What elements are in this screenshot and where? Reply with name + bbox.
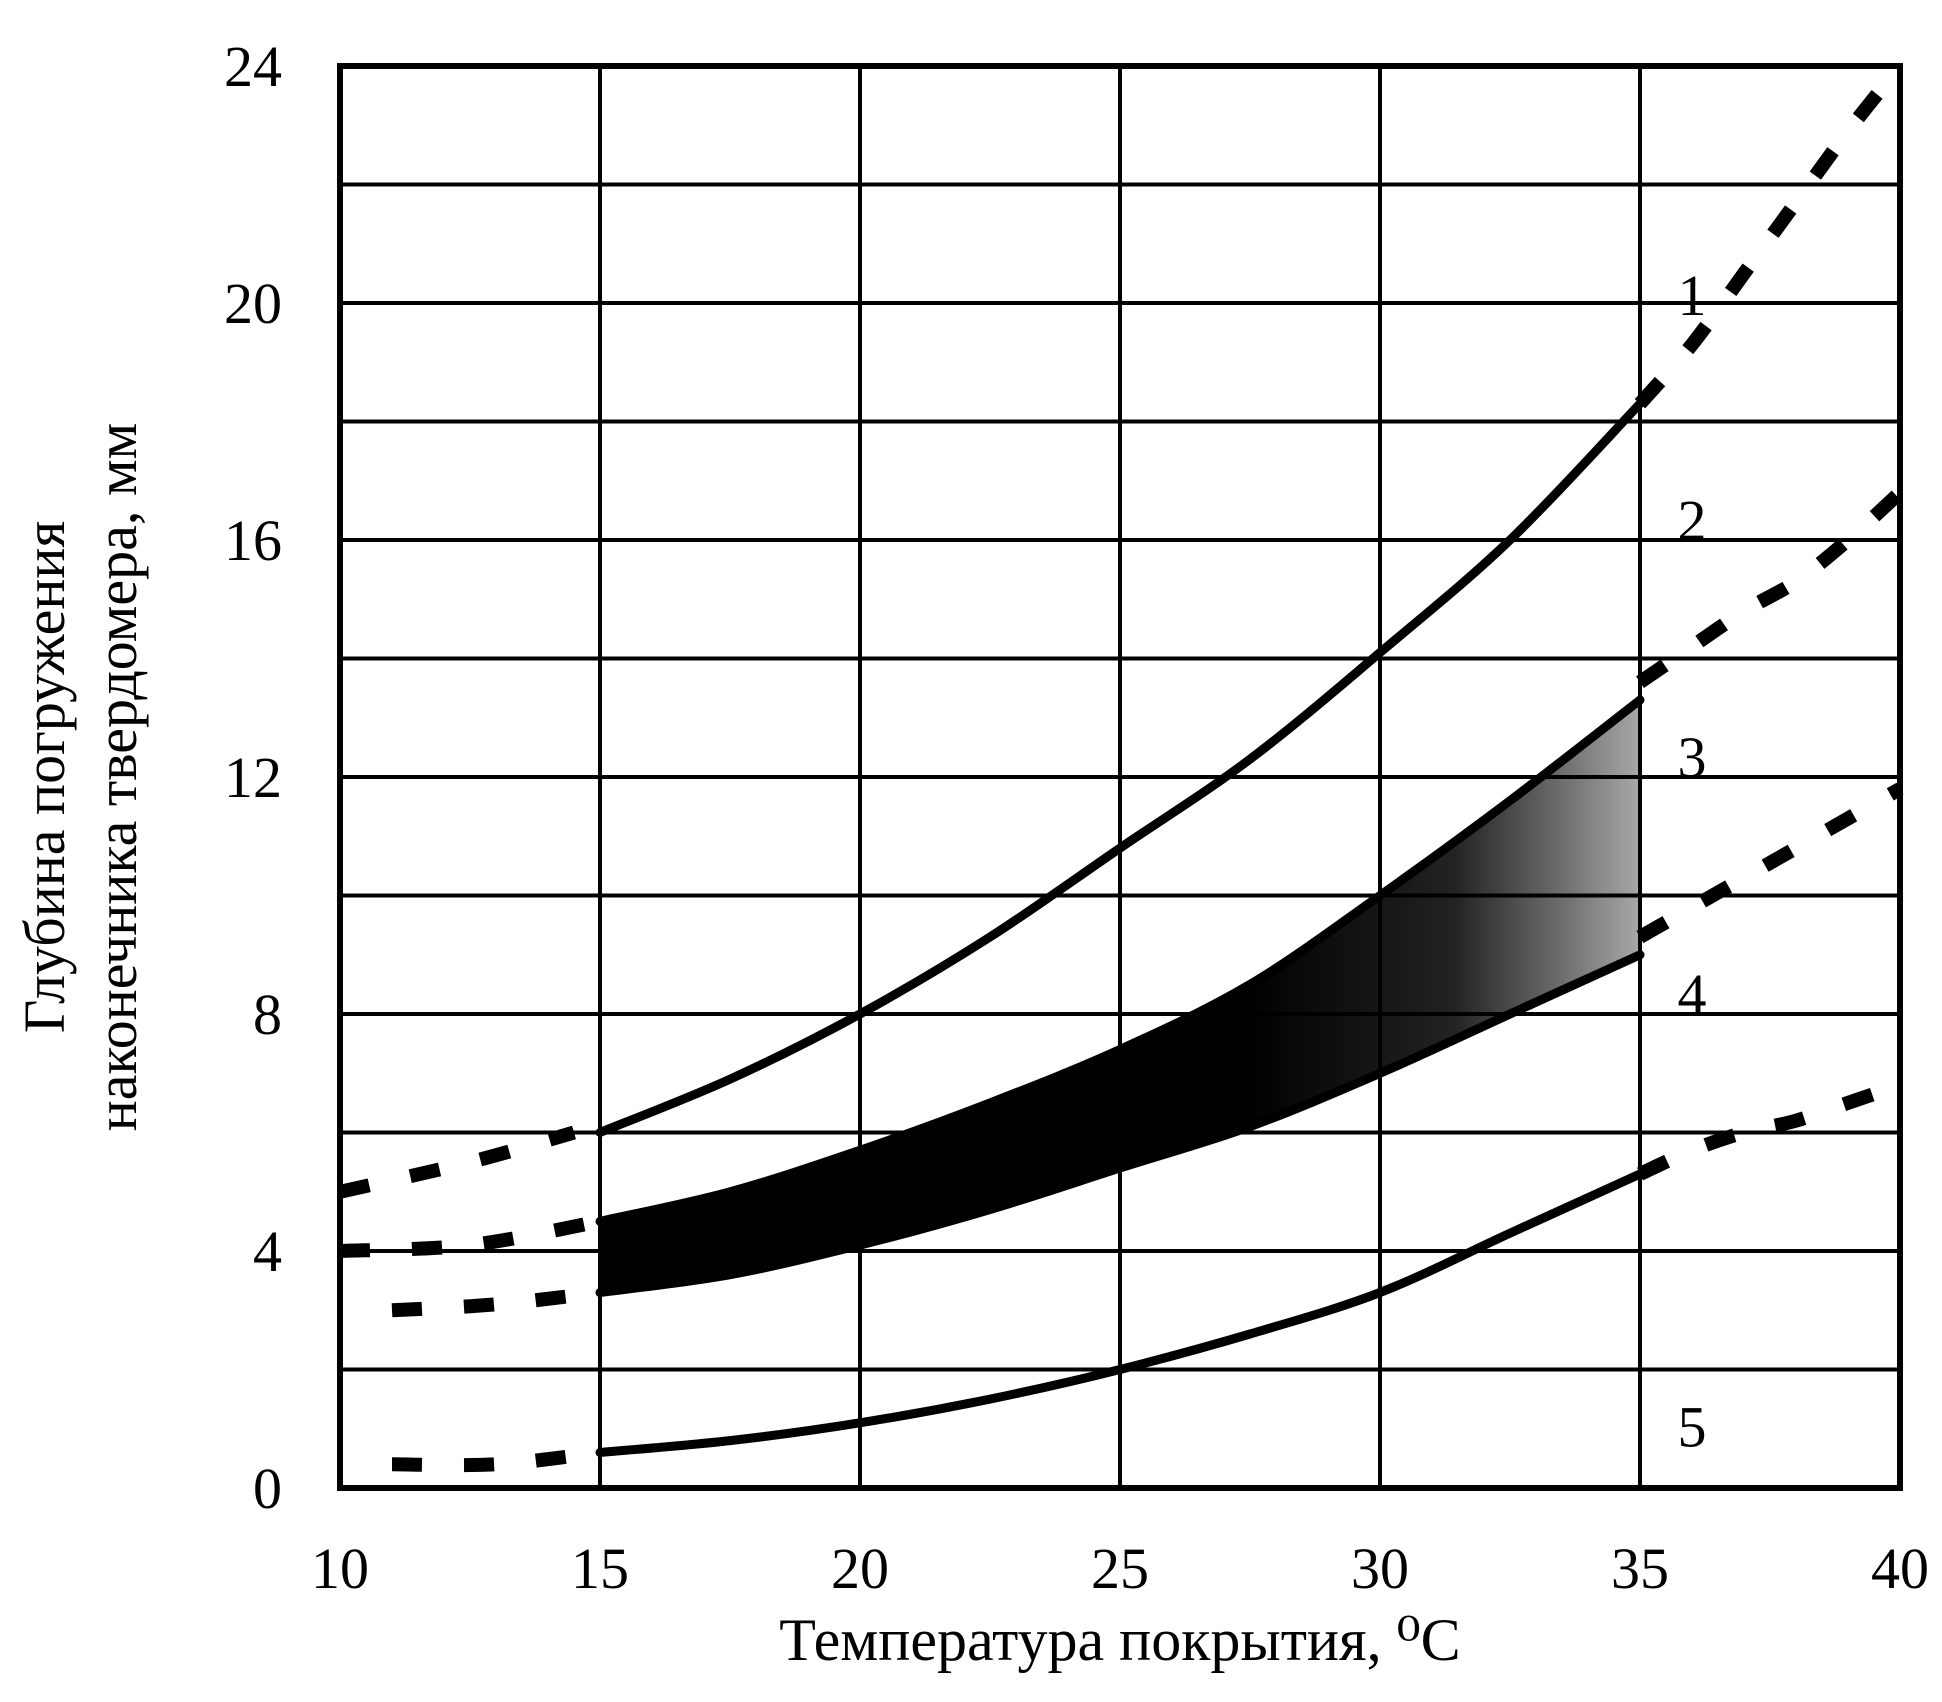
curve-2-solid xyxy=(595,695,1645,1226)
band-area xyxy=(600,700,1640,1293)
y-tick-labels: 0 4 8 12 16 20 24 xyxy=(224,34,282,1521)
curve-label-5: 5 xyxy=(1678,1395,1707,1460)
x-tick-label: 25 xyxy=(1091,1536,1149,1601)
y-tick-label: 16 xyxy=(224,508,282,573)
x-tick-label: 20 xyxy=(831,1536,889,1601)
plot-frame xyxy=(337,63,1903,1491)
curve-5-dashed-right xyxy=(1637,1078,1903,1181)
curve-3-dashed-right xyxy=(1636,782,1904,944)
y-tick-label: 0 xyxy=(253,1456,282,1521)
curve-1-solid xyxy=(595,399,1645,1137)
curve-3-solid xyxy=(595,950,1645,1297)
y-axis-label-line-1: Глубина погружения xyxy=(12,521,77,1033)
curve-1-dashed-right xyxy=(1634,61,1906,409)
curve-3-dashed-left xyxy=(391,1285,601,1318)
x-tick-label: 35 xyxy=(1611,1536,1669,1601)
x-tick-label: 40 xyxy=(1871,1536,1929,1601)
shaded-band xyxy=(600,700,1640,1293)
y-tick-label: 8 xyxy=(253,982,282,1047)
grid xyxy=(340,66,1900,1488)
y-tick-label: 12 xyxy=(224,745,282,810)
x-tick-label: 15 xyxy=(571,1536,629,1601)
curve-label-3: 3 xyxy=(1678,725,1707,790)
curve-labels: 1 2 3 4 5 xyxy=(1678,263,1707,1460)
x-tick-labels: 10 15 20 25 30 35 40 xyxy=(311,1536,1929,1601)
curve-5-dashed-left xyxy=(391,1445,601,1473)
curve-2-dashed-right xyxy=(1636,487,1905,688)
y-tick-label: 20 xyxy=(224,271,282,336)
series xyxy=(338,61,1906,1473)
x-axis-label: Температура покрытия, ⁰C xyxy=(779,1607,1460,1673)
y-axis-label-line-2: наконечника твердомера, мм xyxy=(84,423,149,1132)
curve-2-dashed-left xyxy=(339,1214,602,1258)
curve-label-1: 1 xyxy=(1678,263,1707,328)
curve-1-dashed-left xyxy=(338,1125,576,1199)
x-tick-label: 10 xyxy=(311,1536,369,1601)
y-tick-label: 4 xyxy=(253,1219,282,1284)
curve-5-solid xyxy=(595,1169,1645,1457)
curve-label-4: 4 xyxy=(1678,962,1707,1027)
curve-label-2: 2 xyxy=(1678,488,1707,553)
x-tick-label: 30 xyxy=(1351,1536,1409,1601)
y-tick-label: 24 xyxy=(224,34,282,99)
